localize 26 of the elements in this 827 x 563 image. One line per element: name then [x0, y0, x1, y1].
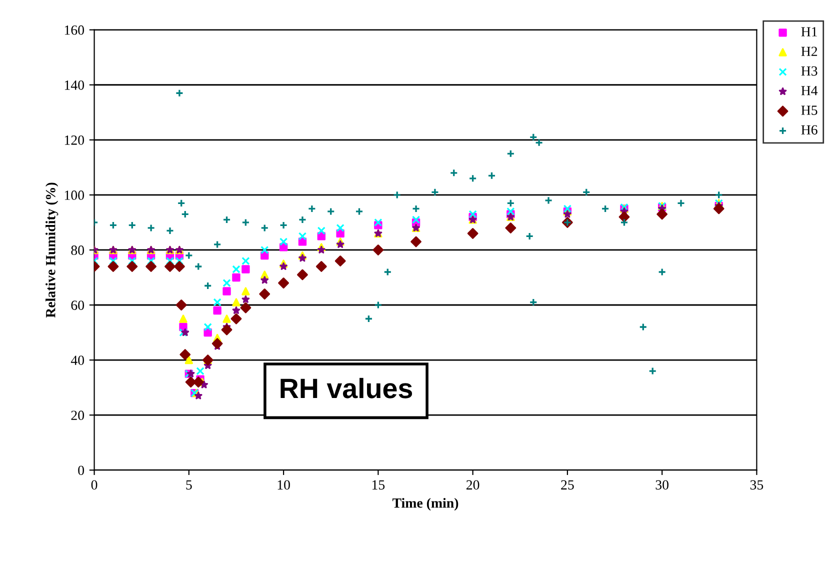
y-tick-label: 80	[71, 246, 84, 255]
x-tick-label: 15	[372, 480, 385, 490]
y-tick-label: 140	[64, 80, 84, 90]
x-axis-title: Time (min)	[392, 498, 458, 511]
y-tick-label: 60	[71, 300, 84, 310]
x-tick-label: 0	[91, 480, 98, 490]
x-tick-label: 25	[561, 480, 574, 490]
y-tick-label: 100	[64, 190, 84, 200]
legend-label: H3	[801, 66, 818, 76]
x-tick-label: 10	[278, 480, 290, 490]
y-tick-label: 20	[71, 410, 84, 420]
y-tick-label: 0	[78, 466, 84, 476]
x-tick-label: 5	[186, 480, 192, 490]
legend-label: H6	[801, 125, 818, 135]
legend-label: H5	[801, 106, 818, 115]
legend-label: H4	[801, 86, 818, 96]
x-tick-label: 20	[466, 480, 480, 490]
y-axis-title: Relative Humidity (%)	[46, 182, 58, 318]
legend-label: H2	[801, 46, 818, 56]
legend-label: H1	[801, 27, 817, 36]
annotation: RH values	[280, 378, 412, 398]
y-tick-label: 40	[70, 356, 84, 365]
y-tick-label: 120	[64, 135, 84, 145]
y-tick-label: 160	[64, 25, 84, 35]
x-tick-label: 30	[656, 480, 668, 490]
x-tick-label: 35	[750, 480, 764, 490]
